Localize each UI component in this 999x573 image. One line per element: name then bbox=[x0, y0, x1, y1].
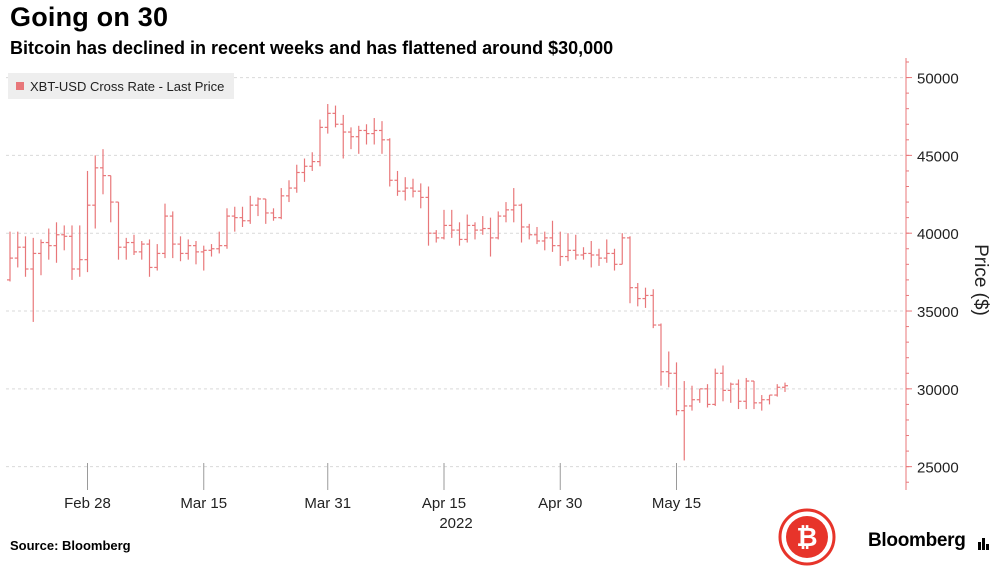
legend: XBT-USD Cross Rate - Last Price bbox=[8, 73, 235, 99]
legend-swatch bbox=[16, 82, 24, 90]
chart-title: Going on 30 bbox=[10, 2, 169, 32]
bars-icon bbox=[978, 538, 989, 550]
brand-logo: Bloomberg bbox=[868, 530, 966, 551]
y-tick-label: 50000 bbox=[917, 71, 959, 88]
y-tick-label: 40000 bbox=[917, 226, 959, 243]
x-tick-label: Apr 15 bbox=[422, 495, 466, 512]
chart-subtitle: Bitcoin has declined in recent weeks and… bbox=[10, 38, 614, 58]
y-tick-label: 45000 bbox=[917, 148, 959, 165]
source-note: Source: Bloomberg bbox=[10, 538, 131, 553]
x-axis-year-label: 2022 bbox=[439, 515, 472, 532]
y-tick-label: 35000 bbox=[917, 304, 959, 321]
y-axis-title: Price ($) bbox=[970, 244, 991, 316]
svg-text:₿: ₿ bbox=[796, 523, 817, 553]
y-tick-label: 25000 bbox=[917, 460, 959, 477]
x-tick-label: Mar 15 bbox=[180, 495, 227, 512]
legend-label: XBT-USD Cross Rate - Last Price bbox=[30, 78, 225, 94]
x-tick-label: Feb 28 bbox=[64, 495, 111, 512]
x-tick-label: Apr 30 bbox=[538, 495, 582, 512]
y-tick-label: 30000 bbox=[917, 382, 959, 399]
x-tick-label: Mar 31 bbox=[304, 495, 351, 512]
x-tick-label: May 15 bbox=[652, 495, 701, 512]
bitcoin-icon: ₿ bbox=[778, 508, 836, 566]
